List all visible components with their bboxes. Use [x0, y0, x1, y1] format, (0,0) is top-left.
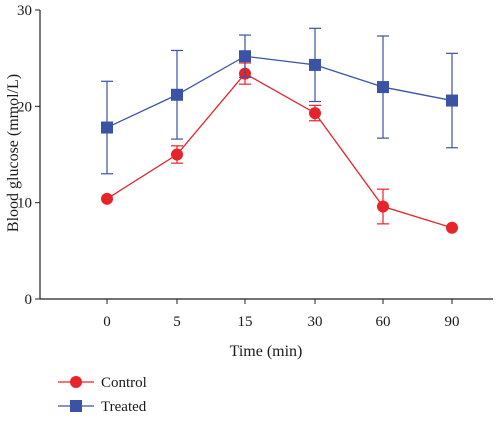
x-tick-label: 90 [445, 314, 460, 330]
treated-point [171, 88, 183, 101]
control-point [309, 107, 321, 120]
control-line [106, 72, 453, 229]
legend: Control Treated [58, 375, 147, 415]
x-axis-title: Time (min) [230, 343, 303, 360]
y-tick-label: 30 [17, 3, 32, 19]
legend-label-treated: Treated [101, 399, 147, 415]
control-point [377, 200, 389, 213]
treated-point [239, 50, 251, 63]
legend-label-control: Control [101, 375, 147, 391]
x-tick-label: 30 [308, 314, 323, 330]
treated-point [309, 58, 321, 71]
x-tick-label: 0 [103, 314, 111, 330]
control-series [101, 62, 458, 234]
legend-marker-treated [70, 400, 82, 412]
x-tick-label: 60 [376, 314, 391, 330]
legend-item-treated: Treated [58, 399, 147, 415]
x-tick-label: 15 [238, 314, 253, 330]
y-tick-label: 0 [25, 292, 33, 308]
treated-series [101, 27, 458, 175]
treated-line [106, 55, 453, 129]
treated-point [101, 121, 113, 134]
treated-point [446, 94, 458, 107]
x-tick-label: 5 [173, 314, 181, 330]
series-layer [101, 27, 458, 234]
control-point [446, 221, 458, 234]
y-axis-title: Blood glucose (mmol/L) [5, 74, 22, 232]
y-tick-label: 10 [17, 196, 32, 212]
control-point [171, 148, 183, 161]
axes: 0 10 20 30 0 5 15 30 60 90 [17, 3, 493, 330]
control-point [101, 192, 113, 205]
treated-point [377, 81, 389, 94]
y-tick-label: 20 [17, 99, 32, 115]
legend-item-control: Control [58, 375, 147, 391]
legend-marker-control [70, 376, 82, 388]
